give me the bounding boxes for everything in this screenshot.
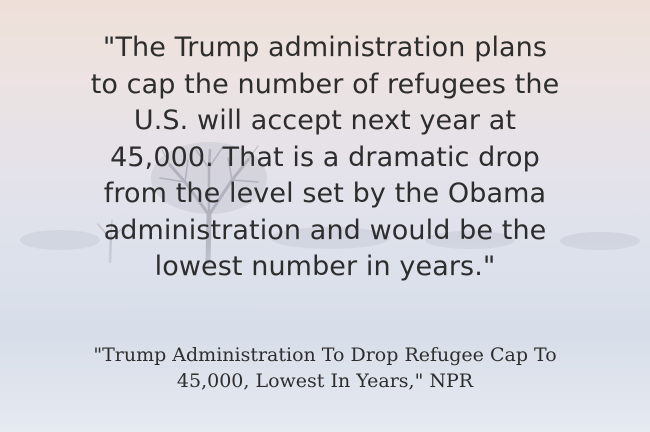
- quote-text: "The Trump administration plans to cap t…: [90, 32, 560, 282]
- bare-tree: [159, 145, 259, 265]
- attribution-text: "Trump Administration To Drop Refugee Ca…: [93, 344, 557, 392]
- fog-ground: [0, 228, 650, 432]
- tree-canopy-haze: [151, 142, 267, 214]
